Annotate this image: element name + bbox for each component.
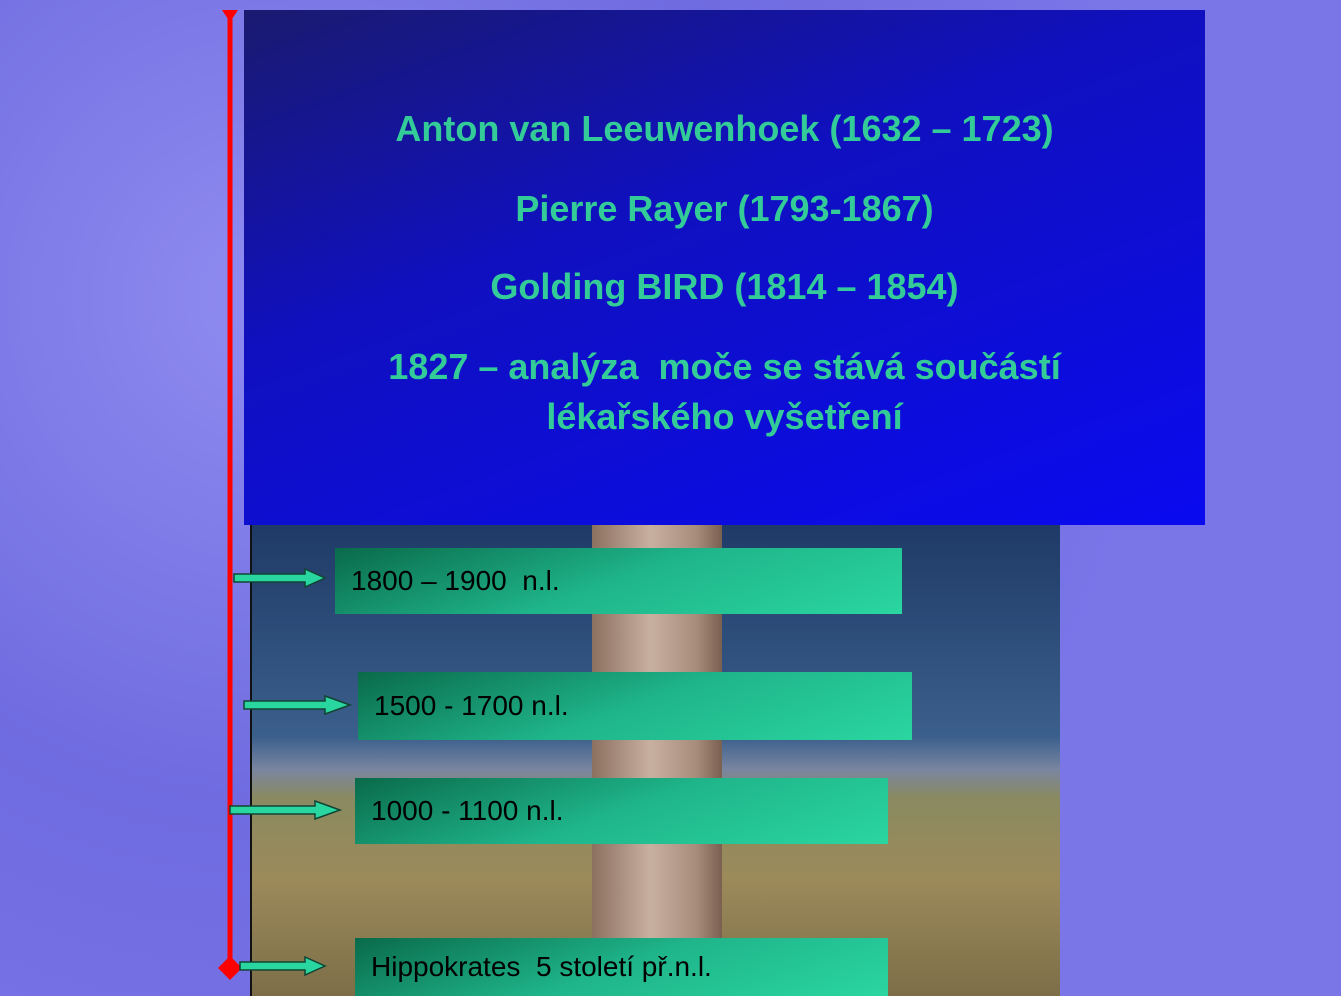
timeline-end bbox=[218, 956, 242, 980]
slide: Anton van Leeuwenhoek (1632 – 1723) Pier… bbox=[0, 0, 1341, 996]
arrow bbox=[234, 569, 325, 587]
arrow bbox=[244, 696, 350, 714]
arrow bbox=[230, 801, 340, 819]
timeline-start bbox=[222, 10, 238, 22]
timeline-graphics bbox=[0, 0, 1341, 996]
arrow bbox=[240, 957, 325, 975]
